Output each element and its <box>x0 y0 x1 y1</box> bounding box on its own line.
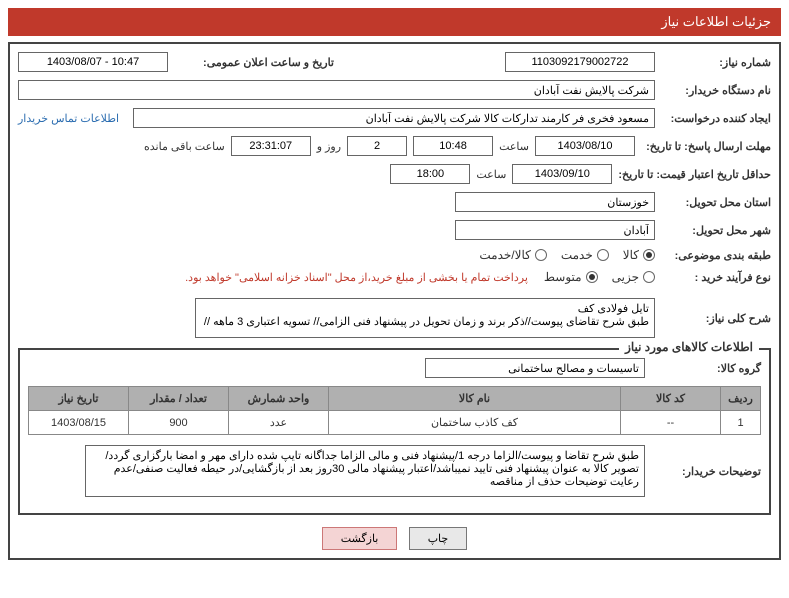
remaining-time-label: ساعت باقی مانده <box>144 140 225 153</box>
th-qty: تعداد / مقدار <box>129 387 229 411</box>
items-section: اطلاعات کالاهای مورد نیاز گروه کالا: ردی… <box>18 348 771 515</box>
treasury-note: پرداخت تمام یا بخشی از مبلغ خرید،از محل … <box>185 271 528 284</box>
days-remaining-input[interactable] <box>347 136 407 156</box>
td-code: -- <box>621 411 721 435</box>
table-header-row: ردیف کد کالا نام کالا واحد شمارش تعداد /… <box>29 387 761 411</box>
validity-date-input[interactable] <box>512 164 612 184</box>
announcement-datetime-label: تاریخ و ساعت اعلان عمومی: <box>174 56 334 69</box>
radio-dot-icon <box>535 249 547 261</box>
th-row: ردیف <box>721 387 761 411</box>
radio-medium-label: متوسط <box>544 270 582 284</box>
buyer-contact-link[interactable]: اطلاعات تماس خریدار <box>18 112 119 125</box>
general-desc-textarea[interactable] <box>195 298 655 338</box>
items-section-title: اطلاعات کالاهای مورد نیاز <box>619 340 759 354</box>
need-number-input[interactable] <box>505 52 655 72</box>
td-unit: عدد <box>229 411 329 435</box>
time-label-2: ساعت <box>476 168 506 181</box>
radio-goods-service-label: کالا/خدمت <box>479 248 530 262</box>
buyer-notes-textarea[interactable] <box>85 445 645 497</box>
table-row: 1 -- کف کاذب ساختمان عدد 900 1403/08/15 <box>29 411 761 435</box>
main-form-frame: شماره نیاز: تاریخ و ساعت اعلان عمومی: نا… <box>8 42 781 560</box>
requester-input[interactable] <box>133 108 655 128</box>
td-date: 1403/08/15 <box>29 411 129 435</box>
requester-label: ایجاد کننده درخواست: <box>661 112 771 125</box>
goods-group-input[interactable] <box>425 358 645 378</box>
td-name: کف کاذب ساختمان <box>329 411 621 435</box>
validity-time-input[interactable] <box>390 164 470 184</box>
buyer-org-label: نام دستگاه خریدار: <box>661 84 771 97</box>
buyer-notes-label: توضیحات خریدار: <box>651 465 761 478</box>
city-input[interactable] <box>455 220 655 240</box>
th-unit: واحد شمارش <box>229 387 329 411</box>
print-button[interactable]: چاپ <box>409 527 468 550</box>
radio-small-label: جزیی <box>612 270 639 284</box>
radio-service-label: خدمت <box>561 248 593 262</box>
radio-goods[interactable]: کالا <box>623 248 655 262</box>
response-deadline-label: مهلت ارسال پاسخ: تا تاریخ: <box>641 140 771 153</box>
need-number-label: شماره نیاز: <box>661 56 771 69</box>
radio-service[interactable]: خدمت <box>561 248 609 262</box>
th-date: تاریخ نیاز <box>29 387 129 411</box>
radio-dot-icon <box>643 249 655 261</box>
radio-medium[interactable]: متوسط <box>544 270 598 284</box>
radio-dot-icon <box>586 271 598 283</box>
items-table: ردیف کد کالا نام کالا واحد شمارش تعداد /… <box>28 386 761 435</box>
back-button[interactable]: بازگشت <box>322 527 398 550</box>
radio-dot-icon <box>597 249 609 261</box>
announcement-datetime-input[interactable] <box>18 52 168 72</box>
time-remaining-input[interactable] <box>231 136 311 156</box>
province-input[interactable] <box>455 192 655 212</box>
th-name: نام کالا <box>329 387 621 411</box>
td-row: 1 <box>721 411 761 435</box>
buyer-org-input[interactable] <box>18 80 655 100</box>
radio-small[interactable]: جزیی <box>612 270 655 284</box>
page-title: جزئیات اطلاعات نیاز <box>8 8 781 36</box>
province-label: استان محل تحویل: <box>661 196 771 209</box>
goods-group-label: گروه کالا: <box>651 362 761 375</box>
category-label: طبقه بندی موضوعی: <box>661 249 771 262</box>
th-code: کد کالا <box>621 387 721 411</box>
radio-goods-label: کالا <box>623 248 639 262</box>
time-label-1: ساعت <box>499 140 529 153</box>
response-time-input[interactable] <box>413 136 493 156</box>
td-qty: 900 <box>129 411 229 435</box>
validity-label: حداقل تاریخ اعتبار قیمت: تا تاریخ: <box>618 168 771 181</box>
city-label: شهر محل تحویل: <box>661 224 771 237</box>
response-date-input[interactable] <box>535 136 635 156</box>
purchase-type-label: نوع فرآیند خرید : <box>661 271 771 284</box>
days-and-label: روز و <box>317 140 341 153</box>
radio-dot-icon <box>643 271 655 283</box>
radio-goods-service[interactable]: کالا/خدمت <box>479 248 546 262</box>
general-desc-label: شرح کلی نیاز: <box>661 312 771 325</box>
